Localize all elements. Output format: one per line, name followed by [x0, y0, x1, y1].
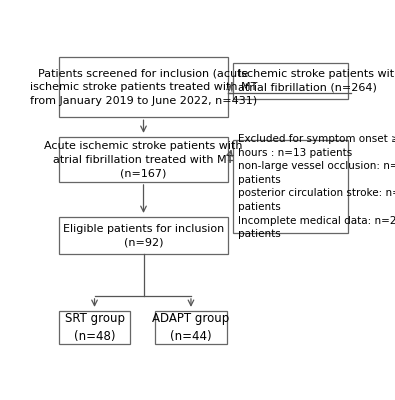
Text: Acute ischemic stroke patients with
atrial fibrillation treated with MT
(n=167): Acute ischemic stroke patients with atri… — [44, 141, 243, 178]
Text: Eligible patients for inclusion
(n=92): Eligible patients for inclusion (n=92) — [63, 224, 224, 248]
Text: Patients screened for inclusion (acute
ischemic stroke patients treated with MT
: Patients screened for inclusion (acute i… — [30, 69, 257, 106]
FancyBboxPatch shape — [233, 140, 348, 233]
Text: ADAPT group
(n=44): ADAPT group (n=44) — [152, 312, 229, 343]
FancyBboxPatch shape — [233, 64, 348, 99]
FancyBboxPatch shape — [155, 311, 227, 344]
FancyBboxPatch shape — [58, 57, 228, 117]
Text: Excluded for symptom onset ≥6
hours : n=13 patients
non-large vessel occlusion: : Excluded for symptom onset ≥6 hours : n=… — [238, 134, 395, 239]
FancyBboxPatch shape — [58, 311, 130, 344]
Text: SRT group
(n=48): SRT group (n=48) — [64, 312, 124, 343]
Text: Ischemic stroke patients without
atrial fibrillation (n=264): Ischemic stroke patients without atrial … — [238, 69, 395, 93]
FancyBboxPatch shape — [58, 137, 228, 182]
FancyBboxPatch shape — [58, 218, 228, 254]
